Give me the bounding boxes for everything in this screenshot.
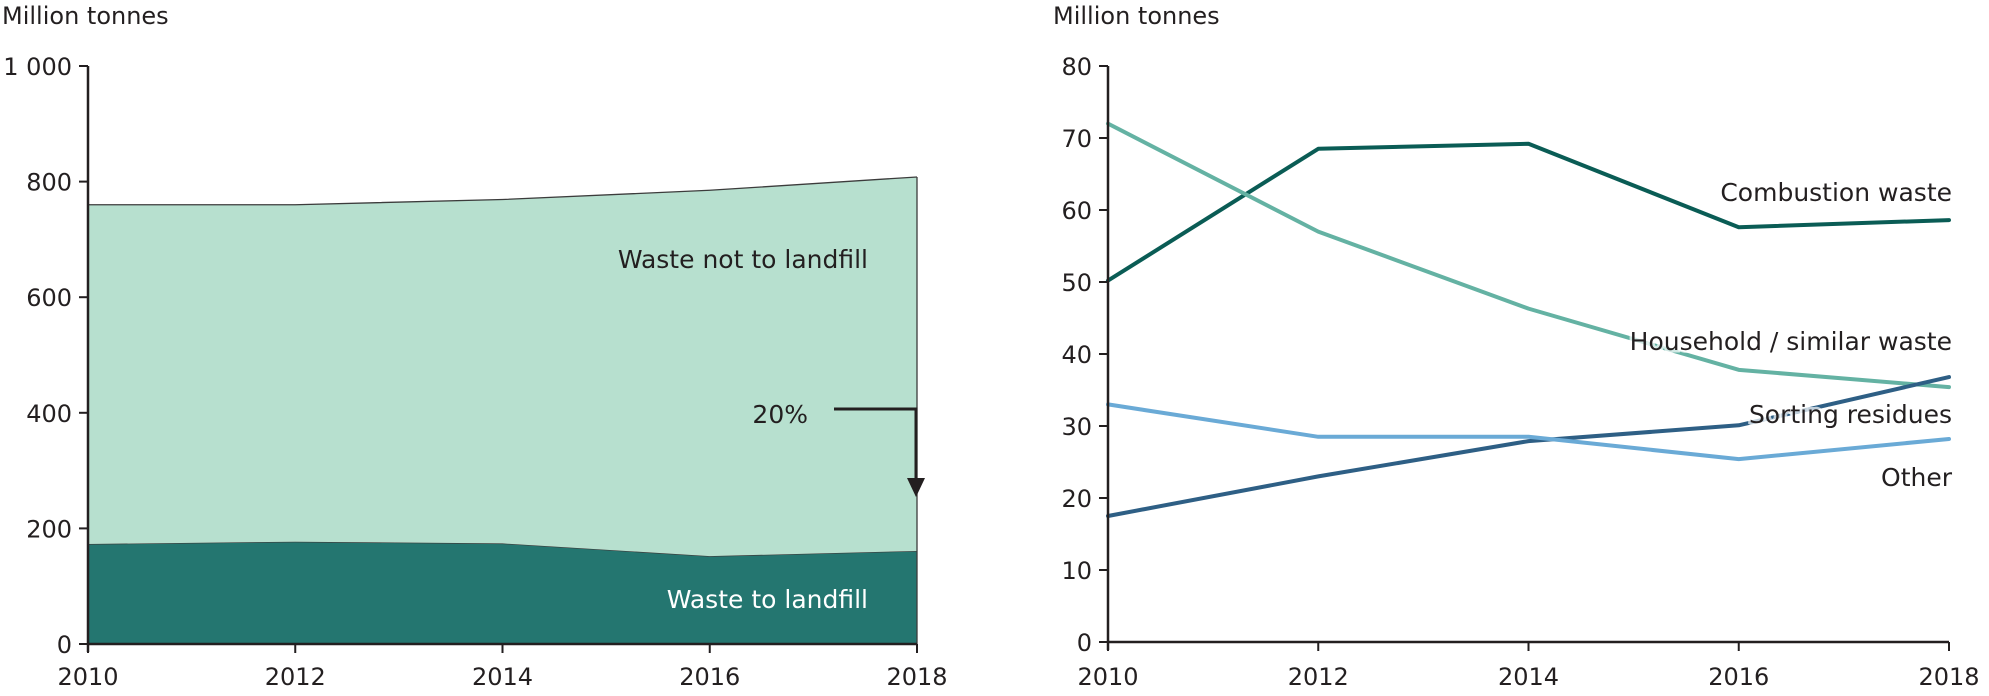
right-lines bbox=[1106, 121, 1951, 518]
label-household-similar-waste: Household / similar waste bbox=[1630, 327, 1952, 356]
left-x-tick-label: 2018 bbox=[886, 663, 947, 691]
left-y-tick-label: 1 000 bbox=[3, 53, 72, 81]
left-x-axis: 2010 2012 2014 2016 2018 bbox=[57, 642, 948, 691]
label-combustion-waste: Combustion waste bbox=[1720, 178, 1952, 207]
right-y-tick-label: 30 bbox=[1061, 413, 1092, 441]
right-y-tick-label: 70 bbox=[1061, 125, 1092, 153]
line-combustion-waste bbox=[1106, 141, 1951, 283]
right-series-labels: Combustion waste Household / similar wast… bbox=[1627, 176, 1955, 495]
right-y-axis: 0 10 20 30 40 50 60 70 80 bbox=[1061, 53, 1110, 657]
right-x-tick-label: 2016 bbox=[1708, 663, 1769, 691]
left-y-unit-label: Million tonnes bbox=[2, 2, 169, 30]
right-x-tick-label: 2012 bbox=[1288, 663, 1349, 691]
right-y-tick-label: 60 bbox=[1061, 197, 1092, 225]
left-x-tick-label: 2012 bbox=[265, 663, 326, 691]
left-x-tick-label: 2010 bbox=[57, 663, 118, 691]
label-other: Other bbox=[1881, 463, 1953, 492]
left-y-tick-label: 0 bbox=[57, 631, 72, 659]
right-y-tick-label: 80 bbox=[1061, 53, 1092, 81]
left-x-tick-label: 2014 bbox=[472, 663, 533, 691]
right-y-tick-label: 20 bbox=[1061, 485, 1092, 513]
right-x-tick-label: 2018 bbox=[1918, 663, 1979, 691]
right-y-unit-label: Million tonnes bbox=[1053, 2, 1220, 30]
area-waste-to-landfill bbox=[88, 541, 917, 644]
left-y-tick-label: 800 bbox=[26, 169, 72, 197]
right-y-tick-label: 40 bbox=[1061, 341, 1092, 369]
left-y-tick-label: 200 bbox=[26, 515, 72, 543]
right-x-tick-label: 2014 bbox=[1498, 663, 1559, 691]
left-y-tick-label: 400 bbox=[26, 400, 72, 428]
left-x-tick-label: 2016 bbox=[679, 663, 740, 691]
share-annotation: 20% bbox=[752, 400, 925, 497]
area-boundary-waste-not-to-landfill bbox=[88, 176, 918, 206]
label-sorting-residues: Sorting residues bbox=[1749, 400, 1952, 429]
label-waste-not-to-landfill: Waste not to landfill bbox=[618, 245, 868, 274]
right-y-tick-label: 0 bbox=[1077, 629, 1092, 657]
left-areas bbox=[87, 176, 918, 644]
line-household-similar-waste bbox=[1106, 121, 1951, 390]
line-other bbox=[1106, 402, 1951, 462]
right-x-axis: 2010 2012 2014 2016 2018 bbox=[1077, 640, 1980, 691]
right-y-tick-label: 10 bbox=[1061, 557, 1092, 585]
left-y-tick-label: 600 bbox=[26, 284, 72, 312]
share-annotation-arrow-line bbox=[834, 407, 918, 480]
share-annotation-label: 20% bbox=[752, 400, 808, 429]
left-y-axis: 0 200 400 600 800 1 000 bbox=[3, 53, 90, 659]
arrow-down-icon bbox=[907, 478, 925, 497]
line-sorting-residues bbox=[1106, 375, 1951, 518]
area-waste-not-to-landfill bbox=[88, 176, 917, 557]
label-waste-to-landfill: Waste to landfill bbox=[667, 585, 868, 614]
left-series-labels: Waste to landfill Waste not to landfill bbox=[618, 245, 868, 614]
right-x-tick-label: 2010 bbox=[1077, 663, 1138, 691]
right-y-tick-label: 50 bbox=[1061, 269, 1092, 297]
